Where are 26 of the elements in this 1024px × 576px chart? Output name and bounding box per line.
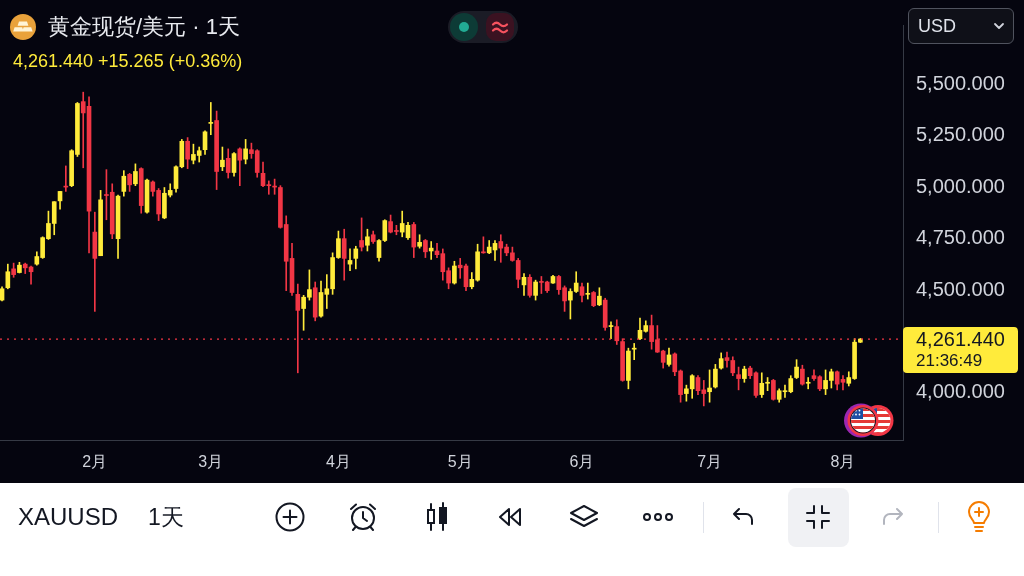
x-tick-label: 6月 bbox=[569, 453, 595, 471]
candlestick bbox=[631, 343, 637, 360]
text: 4,261.440 +15.265 (+0.36%) bbox=[13, 50, 243, 72]
ref-line-label: 4,261.440 bbox=[916, 327, 1005, 350]
y-tick-label: 5,000.000 bbox=[916, 174, 1005, 197]
candlestick bbox=[608, 321, 614, 340]
y-tick-label: 5,500.000 bbox=[916, 72, 1005, 95]
text: XAUUSD bbox=[18, 503, 119, 531]
x-tick-label: 5月 bbox=[447, 453, 473, 471]
candlestick bbox=[428, 241, 434, 260]
candlestick bbox=[805, 377, 811, 390]
x-tick-label: 7月 bbox=[697, 453, 723, 471]
candlestick bbox=[208, 102, 214, 136]
y-tick-label: 5,250.000 bbox=[916, 123, 1005, 146]
text: 21:36:49 bbox=[916, 350, 983, 370]
currency-select: USD bbox=[908, 8, 1014, 44]
chart-title: 黄金现货/美元 · 1天 bbox=[48, 13, 240, 41]
candlestick bbox=[585, 282, 591, 300]
y-tick-label: 4,500.000 bbox=[916, 277, 1005, 300]
x-tick-label: 2月 bbox=[82, 453, 108, 471]
x-tick-label: 8月 bbox=[830, 453, 856, 471]
text: 1天 bbox=[148, 503, 184, 531]
x-tick-label: 3月 bbox=[198, 453, 224, 471]
y-tick-label: 4,750.000 bbox=[916, 226, 1005, 249]
y-tick-label: 4,000.000 bbox=[916, 380, 1005, 403]
x-tick-label: 4月 bbox=[325, 453, 351, 471]
